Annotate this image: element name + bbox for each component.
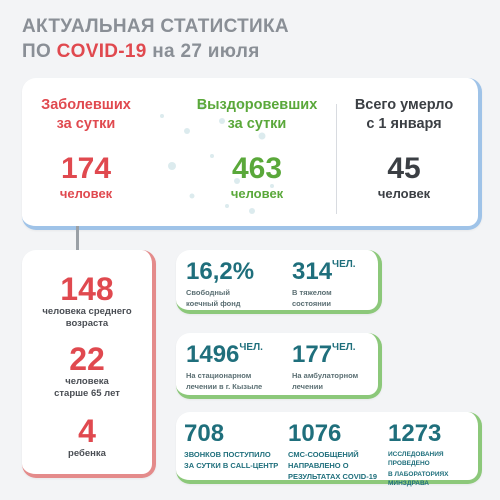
inpatient-value-row: 1496ЧЕЛ. (186, 341, 263, 369)
inpatient-desc: лечении в г. Кызыле (186, 382, 263, 391)
outpatient-stat: 177ЧЕЛ. На амбулаторном лечении (292, 341, 358, 391)
summary-divider (336, 104, 337, 214)
cases-unit: человек (59, 186, 113, 201)
breakdown-item: 4 ребенка (22, 414, 152, 460)
sms-desc: РЕЗУЛЬТАТАХ COVID-19 (288, 472, 378, 481)
page-title: АКТУАЛЬНАЯ СТАТИСТИКА ПО COVID-19 на 27 … (22, 14, 289, 64)
tests-desc: В ЛАБОРАТОРИЯХ МИНЗДРАВА (388, 471, 449, 487)
breakdown-value: 148 (60, 271, 114, 307)
calls-desc: ЗА СУТКИ В CALL-ЦЕНТР (184, 461, 279, 470)
outpatient-unit: ЧЕЛ. (332, 342, 356, 353)
outpatient-value-row: 177ЧЕЛ. (292, 341, 358, 369)
breakdown-value: 22 (69, 341, 105, 377)
inpatient-desc: На стационарном (186, 371, 252, 380)
sms-desc: СМС-СООБЩЕНИЙ (288, 450, 359, 459)
tests-value: 1273 (388, 420, 442, 447)
recovered-value: 463 (231, 152, 283, 185)
title-prefix: ПО (22, 41, 57, 62)
sms-desc: НАПРАВЛЕНО О (288, 461, 349, 470)
outpatient-desc: На амбулаторном (292, 371, 359, 380)
calls-desc: ЗВОНКОВ ПОСТУПИЛО (184, 450, 271, 459)
title-line-2: ПО COVID-19 на 27 июля (22, 39, 289, 64)
deaths-label-2: с 1 января (366, 116, 442, 132)
calls-value: 708 (184, 420, 225, 447)
recovered-label-1: Выздоровевших (196, 97, 318, 113)
virus-splash-decoration (160, 101, 285, 214)
age-breakdown-card: 148 человека среднего возраста 22 челове… (22, 250, 156, 478)
deaths-label-1: Всего умерло (354, 97, 454, 113)
breakdown-desc: человека среднего (42, 306, 132, 317)
free-beds-desc: Свободный (186, 288, 230, 297)
cases-label-2: за сутки (56, 116, 116, 132)
treatment-card: 1496ЧЕЛ. На стационарном лечении в г. Кы… (176, 333, 382, 399)
title-highlight: COVID-19 (56, 41, 147, 62)
breakdown-value: 4 (78, 413, 96, 449)
beds-card: 16,2% Свободный коечный фонд 314ЧЕЛ. В т… (176, 250, 382, 314)
inpatient-stat: 1496ЧЕЛ. На стационарном лечении в г. Кы… (186, 341, 263, 391)
deaths-unit: человек (377, 186, 431, 201)
severe-unit: ЧЕЛ. (332, 259, 356, 270)
inpatient-unit: ЧЕЛ. (239, 342, 263, 353)
cases-stat: Заболевших за сутки 174 человек (22, 96, 150, 202)
connector-line (76, 226, 79, 260)
contacts-card: 708 ЗВОНКОВ ПОСТУПИЛО ЗА СУТКИ В CALL-ЦЕ… (176, 412, 482, 487)
cases-value: 174 (60, 152, 112, 185)
recovered-unit: человек (230, 186, 284, 201)
breakdown-item: 22 человека старше 65 лет (22, 342, 152, 400)
severe-value: 314 (292, 258, 333, 285)
title-suffix: на 27 июля (146, 41, 260, 62)
breakdown-item: 148 человека среднего возраста (22, 272, 152, 330)
cases-label-1: Заболевших (41, 97, 131, 113)
severe-value-row: 314ЧЕЛ. (292, 258, 356, 286)
deaths-stat: Всего умерло с 1 января 45 человек (340, 96, 468, 202)
outpatient-value: 177 (292, 341, 333, 368)
outpatient-desc: лечении (292, 382, 323, 391)
recovered-stat: Выздоровевших за сутки 463 человек (172, 96, 342, 202)
tests-stat: 1273 ИССЛЕДОВАНИЯ ПРОВЕДЕНО В ЛАБОРАТОРИ… (388, 420, 478, 488)
breakdown-desc: старше 65 лет (54, 388, 120, 399)
sms-value: 1076 (288, 420, 342, 447)
calls-stat: 708 ЗВОНКОВ ПОСТУПИЛО ЗА СУТКИ В CALL-ЦЕ… (184, 420, 278, 470)
severe-desc: В тяжелом (292, 288, 332, 297)
inpatient-value: 1496 (186, 341, 240, 368)
summary-card: Заболевших за сутки 174 человек Выздоров… (22, 78, 482, 230)
severe-desc: состоянии (292, 299, 332, 308)
tests-desc: ИССЛЕДОВАНИЯ ПРОВЕДЕНО (388, 451, 444, 467)
breakdown-desc: человека (65, 376, 109, 387)
free-beds-desc: коечный фонд (186, 299, 241, 308)
free-beds-value: 16,2% (186, 258, 255, 285)
free-beds-stat: 16,2% Свободный коечный фонд (186, 258, 254, 308)
severe-stat: 314ЧЕЛ. В тяжелом состоянии (292, 258, 356, 308)
sms-stat: 1076 СМС-СООБЩЕНИЙ НАПРАВЛЕНО О РЕЗУЛЬТА… (288, 420, 377, 481)
title-line-1: АКТУАЛЬНАЯ СТАТИСТИКА (22, 16, 289, 37)
recovered-label-2: за сутки (227, 116, 287, 132)
deaths-value: 45 (387, 152, 421, 185)
breakdown-desc: ребенка (68, 448, 106, 459)
breakdown-desc: возраста (65, 318, 109, 329)
